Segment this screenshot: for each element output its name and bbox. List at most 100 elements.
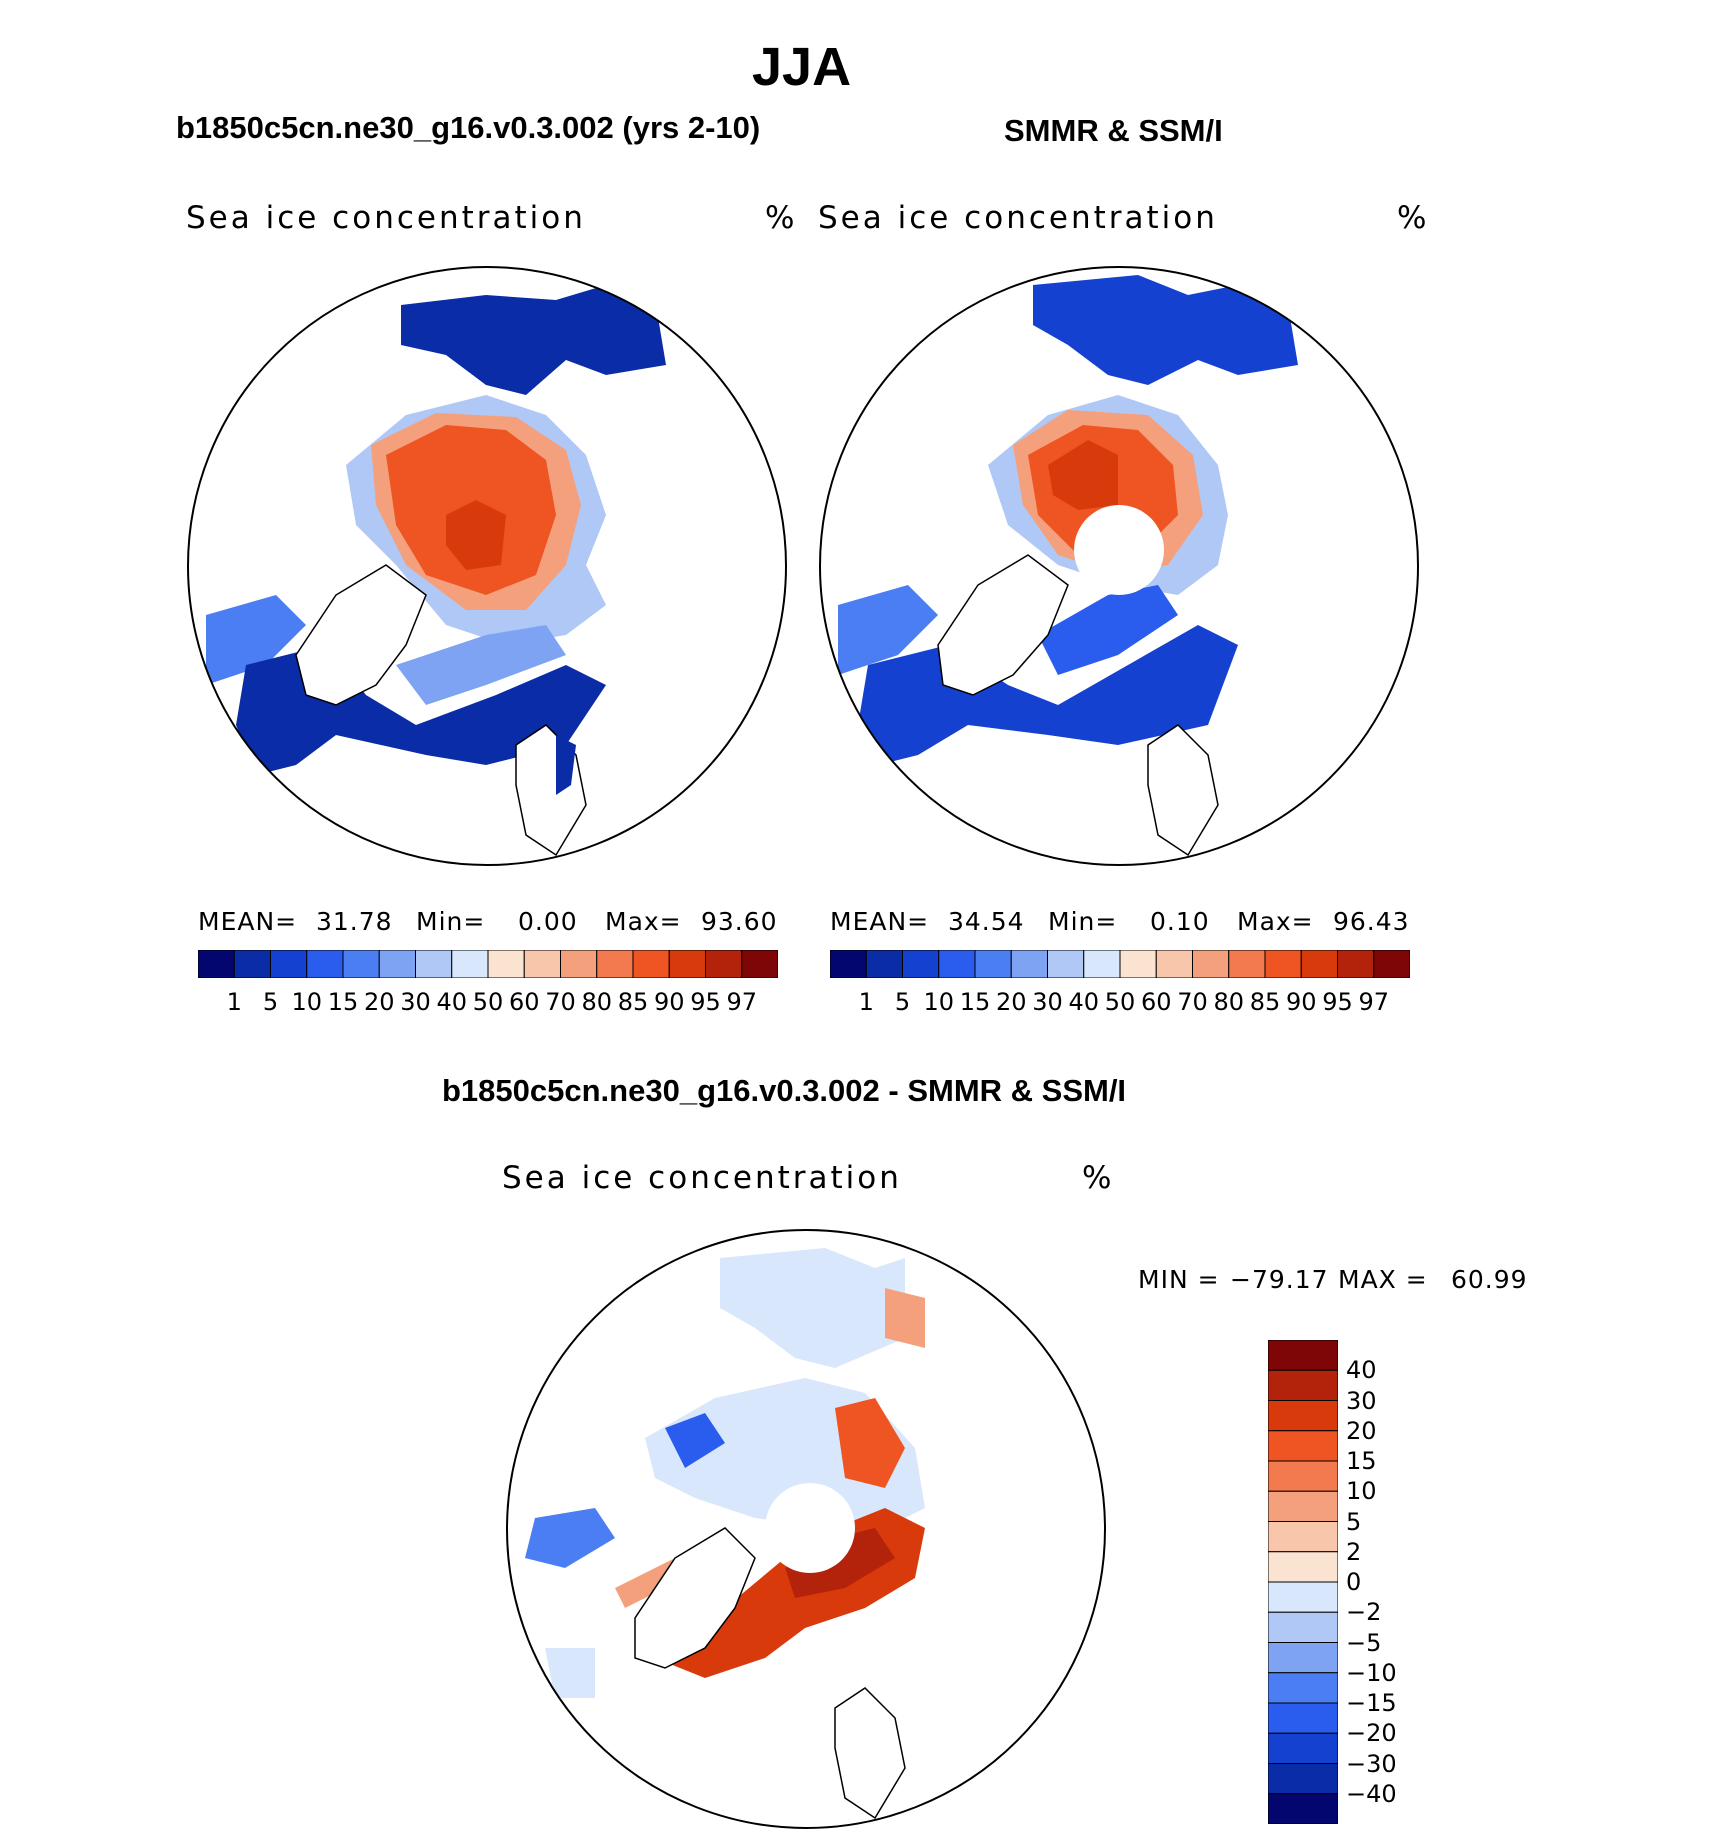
diff-colorbar-tick-label: 0	[1346, 1568, 1362, 1596]
diff-colorbar-tick-label: 30	[1346, 1386, 1377, 1415]
colorbar-tick-label: 50	[472, 988, 504, 1016]
colorbar-tick-label: 15	[959, 988, 991, 1016]
diff-colorbar-swatch	[1268, 1642, 1338, 1674]
diff-colorbar-tick-label: −30	[1346, 1749, 1397, 1778]
obs-mean-label: MEAN=	[830, 907, 930, 936]
colorbar-swatch	[741, 950, 778, 978]
colorbar-swatch	[560, 950, 598, 978]
colorbar-tick-label: 20	[363, 988, 395, 1016]
diff-colorbar-tick-label: 40	[1346, 1356, 1377, 1385]
colorbar-swatch	[1155, 950, 1193, 978]
colorbar-swatch	[1047, 950, 1085, 978]
model-mean-label: MEAN=	[198, 907, 298, 936]
diff-colorbar-tick-label: 10	[1346, 1477, 1377, 1506]
colorbar-tick-label: 30	[400, 988, 431, 1016]
colorbar-swatch	[1010, 950, 1048, 978]
colorbar-swatch	[233, 950, 271, 978]
colorbar-tick-label: 5	[262, 988, 279, 1016]
colorbar-tick-label: 1	[858, 988, 874, 1016]
diff-colorbar-swatch	[1268, 1581, 1338, 1613]
colorbar-swatch	[451, 950, 489, 978]
model-min-label: Min=	[416, 907, 486, 936]
diff-variable-label: Sea ice concentration	[502, 1160, 902, 1196]
obs-unit-label: %	[1397, 200, 1430, 236]
colorbar-swatch	[523, 950, 561, 978]
colorbar-tick-label: 60	[1140, 988, 1172, 1016]
colorbar-swatch	[1119, 950, 1157, 978]
colorbar-tick-label: 97	[726, 988, 758, 1016]
obs-variable-label: Sea ice concentration	[818, 200, 1218, 236]
diff-min-label: MIN =	[1138, 1265, 1220, 1294]
diff-colorbar-swatch	[1268, 1763, 1338, 1795]
diff-polar-map	[506, 1229, 1106, 1829]
colorbar-tick-label: 90	[653, 988, 685, 1016]
colorbar-tick-label: 95	[690, 988, 721, 1016]
diff-colorbar-swatch	[1268, 1793, 1338, 1824]
colorbar-tick-label: 70	[545, 988, 576, 1016]
colorbar-tick-label: 5	[894, 988, 911, 1016]
diff-colorbar	[1268, 1340, 1338, 1824]
diff-colorbar-swatch	[1268, 1672, 1338, 1704]
diff-colorbar-swatch	[1268, 1702, 1338, 1734]
model-variable-label: Sea ice concentration	[186, 200, 586, 236]
colorbar-tick-label: 30	[1032, 988, 1063, 1016]
diff-colorbar-swatch	[1268, 1732, 1338, 1764]
colorbar-swatch	[938, 950, 976, 978]
diff-panel-heading: b1850c5cn.ne30_g16.v0.3.002 - SMMR & SSM…	[442, 1073, 1127, 1108]
diff-unit-label: %	[1082, 1160, 1115, 1196]
obs-polar-map	[819, 266, 1419, 866]
obs-colorbar	[830, 950, 1410, 978]
colorbar-swatch	[1300, 950, 1338, 978]
colorbar-tick-label: 70	[1177, 988, 1208, 1016]
diff-colorbar-tick-label: −15	[1346, 1689, 1397, 1717]
colorbar-swatch	[902, 950, 940, 978]
obs-colorbar-ticks: 1 5 10 15 20 30 40 50 60 70 80 85 90 95 97	[830, 988, 1410, 1018]
colorbar-swatch	[415, 950, 453, 978]
colorbar-swatch	[705, 950, 743, 978]
diff-colorbar-tick-label: −5	[1346, 1628, 1382, 1657]
colorbar-tick-label: 15	[327, 988, 359, 1016]
colorbar-tick-label: 10	[923, 988, 955, 1016]
colorbar-tick-label: 40	[436, 988, 468, 1016]
diff-colorbar-swatch	[1268, 1490, 1338, 1522]
colorbar-tick-label: 85	[617, 988, 649, 1016]
colorbar-swatch	[1083, 950, 1121, 978]
colorbar-tick-label: 95	[1322, 988, 1353, 1016]
diff-max-label: MAX =	[1338, 1265, 1428, 1294]
diff-colorbar-tick-label: 2	[1346, 1537, 1362, 1566]
colorbar-swatch	[487, 950, 525, 978]
diff-colorbar-swatch	[1268, 1340, 1338, 1371]
diff-colorbar-swatch	[1268, 1400, 1338, 1432]
colorbar-tick-label: 20	[995, 988, 1027, 1016]
colorbar-tick-label: 50	[1104, 988, 1136, 1016]
obs-max-label: Max=	[1237, 907, 1314, 936]
model-panel-heading: b1850c5cn.ne30_g16.v0.3.002 (yrs 2-10)	[176, 110, 761, 145]
colorbar-tick-label: 85	[1249, 988, 1281, 1016]
diff-colorbar-tick-label: −20	[1346, 1719, 1397, 1748]
obs-mean-value: 34.54	[948, 907, 1025, 936]
colorbar-swatch	[378, 950, 416, 978]
diff-colorbar-swatch	[1268, 1430, 1338, 1462]
obs-min-label: Min=	[1048, 907, 1118, 936]
colorbar-swatch	[306, 950, 344, 978]
colorbar-swatch	[198, 950, 235, 978]
colorbar-swatch	[1228, 950, 1266, 978]
colorbar-swatch	[668, 950, 706, 978]
colorbar-swatch	[974, 950, 1012, 978]
diff-colorbar-swatch	[1268, 1521, 1338, 1553]
colorbar-swatch	[1337, 950, 1375, 978]
diff-max-value: 60.99	[1451, 1265, 1528, 1294]
colorbar-tick-label: 80	[1213, 988, 1245, 1016]
obs-panel-heading: SMMR & SSM/I	[1004, 113, 1223, 148]
colorbar-tick-label: 1	[226, 988, 242, 1016]
model-mean-value: 31.78	[316, 907, 393, 936]
colorbar-swatch	[1264, 950, 1302, 978]
colorbar-tick-label: 80	[581, 988, 613, 1016]
obs-max-value: 96.43	[1333, 907, 1410, 936]
diff-colorbar-swatch	[1268, 1369, 1338, 1401]
model-max-value: 93.60	[701, 907, 778, 936]
colorbar-swatch	[1373, 950, 1410, 978]
colorbar-swatch	[270, 950, 308, 978]
diff-colorbar-swatch	[1268, 1460, 1338, 1492]
colorbar-swatch	[596, 950, 634, 978]
